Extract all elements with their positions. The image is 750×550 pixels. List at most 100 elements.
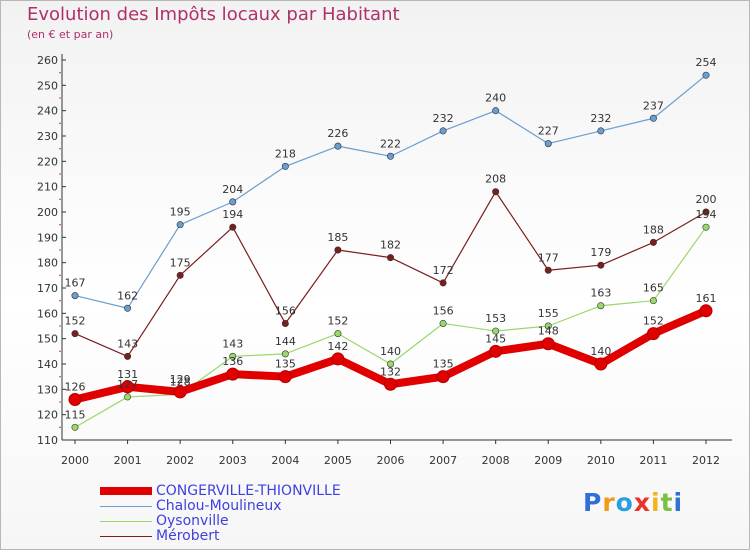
x-tick-label: 2012 [692, 454, 720, 467]
data-label: 200 [696, 193, 717, 206]
data-label: 195 [170, 206, 191, 219]
chart-title: Evolution des Impôts locaux par Habitant [27, 4, 400, 25]
y-minor-mark [59, 299, 61, 302]
data-label: 167 [65, 277, 86, 290]
data-label: 142 [327, 340, 348, 353]
data-point [278, 370, 292, 384]
data-label: 135 [433, 358, 454, 371]
data-point [71, 292, 79, 300]
data-point [439, 319, 447, 327]
data-point [226, 367, 240, 381]
data-label: 208 [485, 173, 506, 186]
data-point [68, 392, 82, 406]
data-label: 165 [643, 282, 664, 295]
y-tick-label: 120 [37, 409, 58, 422]
y-minor-mark [59, 122, 61, 125]
y-tick-label: 190 [37, 231, 58, 244]
y-tick-label: 110 [37, 434, 58, 447]
data-point [649, 238, 657, 246]
legend-label-merobert: Mérobert [156, 528, 220, 544]
data-point [439, 127, 447, 135]
data-point [229, 223, 237, 231]
data-point [71, 423, 79, 431]
data-point [702, 223, 710, 231]
data-point [492, 188, 500, 196]
data-point [649, 297, 657, 305]
data-label: 163 [590, 287, 611, 300]
data-label: 232 [433, 112, 454, 125]
legend-swatch-merobert [100, 536, 152, 537]
y-tick-label: 140 [37, 358, 58, 371]
y-minor-mark [59, 249, 61, 251]
data-label: 177 [538, 251, 559, 264]
y-minor-mark [59, 147, 61, 150]
data-point [331, 352, 345, 366]
data-point [597, 261, 605, 269]
data-labels: 167 162 195 204 218 226 222 232 240 227 232 237 254 1… [65, 56, 717, 421]
data-point [702, 71, 710, 79]
x-tick-label: 2002 [166, 454, 194, 467]
data-point [386, 254, 394, 262]
y-minor-mark [59, 274, 61, 277]
y-minor-mark [59, 375, 61, 378]
y-minor-mark [59, 350, 61, 353]
legend-label-oysonville: Oysonville [156, 513, 229, 529]
logo-letter: t [660, 488, 674, 517]
data-label: 161 [696, 292, 717, 305]
x-tick-label: 2007 [429, 454, 457, 467]
x-tick-label: 2009 [534, 454, 562, 467]
data-label: 232 [590, 112, 611, 125]
data-label: 126 [65, 380, 86, 393]
logo-letter: P [583, 488, 603, 517]
data-point [334, 142, 342, 150]
data-label: 148 [538, 325, 559, 338]
data-point [176, 271, 184, 279]
data-label: 254 [696, 56, 717, 69]
x-tick-label: 2003 [219, 454, 247, 467]
data-label: 144 [275, 335, 296, 348]
y-tick-label: 200 [37, 206, 58, 219]
x-tick-label: 2011 [639, 454, 667, 467]
data-point [281, 350, 289, 358]
y-tick-label: 230 [37, 130, 58, 143]
data-label: 204 [222, 183, 243, 196]
x-tick-label: 2008 [482, 454, 510, 467]
data-point [71, 330, 79, 338]
data-point [544, 322, 552, 330]
data-point [384, 377, 397, 391]
logo-letter: o [615, 488, 634, 517]
data-label: 156 [433, 304, 454, 317]
data-point [334, 330, 342, 338]
axes: 110 120 130 140 150 160 170 180 190 200 210 220 230 2… [37, 54, 732, 467]
data-label: 222 [380, 137, 401, 150]
data-point [386, 360, 394, 368]
data-label: 175 [170, 256, 191, 269]
y-tick-label: 150 [37, 333, 58, 346]
data-label: 185 [327, 231, 348, 244]
data-label: 143 [222, 337, 243, 350]
legend-swatch-congerville [100, 487, 152, 495]
data-point [124, 304, 132, 312]
data-label: 179 [590, 246, 611, 259]
data-label: 153 [485, 312, 506, 325]
data-label: 143 [117, 337, 138, 350]
data-point [489, 344, 503, 358]
data-label: 140 [590, 345, 611, 358]
data-label: 152 [65, 315, 86, 328]
data-point [597, 302, 605, 310]
x-tick-label: 2001 [114, 454, 142, 467]
data-label: 131 [117, 368, 138, 381]
data-point [229, 352, 237, 360]
data-label: 127 [117, 378, 138, 391]
logo-letter: i [651, 488, 661, 517]
data-point [436, 370, 450, 384]
data-point [544, 140, 552, 148]
data-label: 226 [327, 127, 348, 140]
legend-label-congerville: CONGERVILLE-THIONVILLE [156, 483, 341, 499]
logo-letter: i [673, 488, 684, 517]
data-point [544, 266, 552, 274]
data-label: 156 [275, 304, 296, 317]
y-tick-label: 130 [37, 383, 58, 396]
